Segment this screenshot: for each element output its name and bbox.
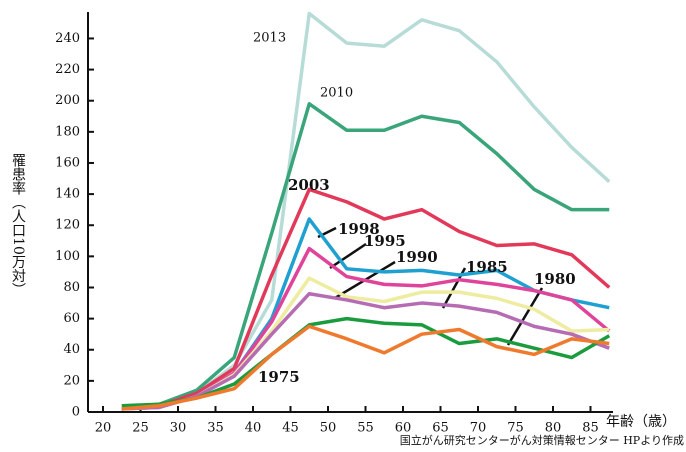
series-label: 1998 <box>338 220 380 238</box>
y-tick-label: 80 <box>63 280 80 295</box>
series-label: 1995 <box>364 232 406 250</box>
series-label: 1975 <box>258 368 300 386</box>
series-label: 2013 <box>253 31 286 46</box>
series-line <box>121 187 611 411</box>
y-tick-label: 140 <box>55 187 80 202</box>
x-tick-label: 25 <box>132 421 149 436</box>
y-tick-label: 100 <box>55 249 80 264</box>
y-axis-label: 罹患率（人口10万対） <box>10 153 26 297</box>
series-line <box>121 324 610 411</box>
series-line <box>121 102 610 411</box>
source-note: 国立がん研究センターがん対策情報センター HPより作成 <box>400 433 684 447</box>
y-tick-label: 240 <box>55 31 80 46</box>
series-line <box>121 291 610 411</box>
x-tick-label: 75 <box>507 421 524 436</box>
series-label: 1980 <box>534 270 576 288</box>
x-tick-label: 30 <box>170 421 187 436</box>
x-tick-label: 65 <box>432 421 449 436</box>
series-label: 2003 <box>288 176 330 194</box>
y-tick-label: 160 <box>55 155 80 170</box>
y-tick-label: 0 <box>72 405 80 420</box>
y-tick-label: 200 <box>55 93 80 108</box>
y-tick-label: 60 <box>63 311 80 326</box>
series-label: 1990 <box>396 248 438 266</box>
series-label: 2010 <box>320 86 353 101</box>
x-tick-label: 85 <box>582 421 599 436</box>
x-tick-label: 20 <box>95 421 112 436</box>
x-tick-label: 80 <box>545 421 562 436</box>
y-tick-label: 180 <box>55 124 80 139</box>
y-tick-label: 20 <box>63 373 80 388</box>
y-tick-label: 220 <box>55 62 80 77</box>
x-axis-label: 年齢（歳） <box>606 414 676 430</box>
x-tick-label: 45 <box>282 421 299 436</box>
series-label: 1985 <box>466 258 508 276</box>
y-tick-label: 40 <box>63 342 80 357</box>
x-tick-label: 70 <box>470 421 487 436</box>
x-tick-label: 50 <box>320 421 337 436</box>
x-tick-label: 55 <box>357 421 374 436</box>
x-tick-label: 40 <box>245 421 262 436</box>
x-tick-label: 35 <box>207 421 224 436</box>
y-tick-label: 120 <box>55 218 80 233</box>
x-tick-label: 60 <box>395 421 412 436</box>
